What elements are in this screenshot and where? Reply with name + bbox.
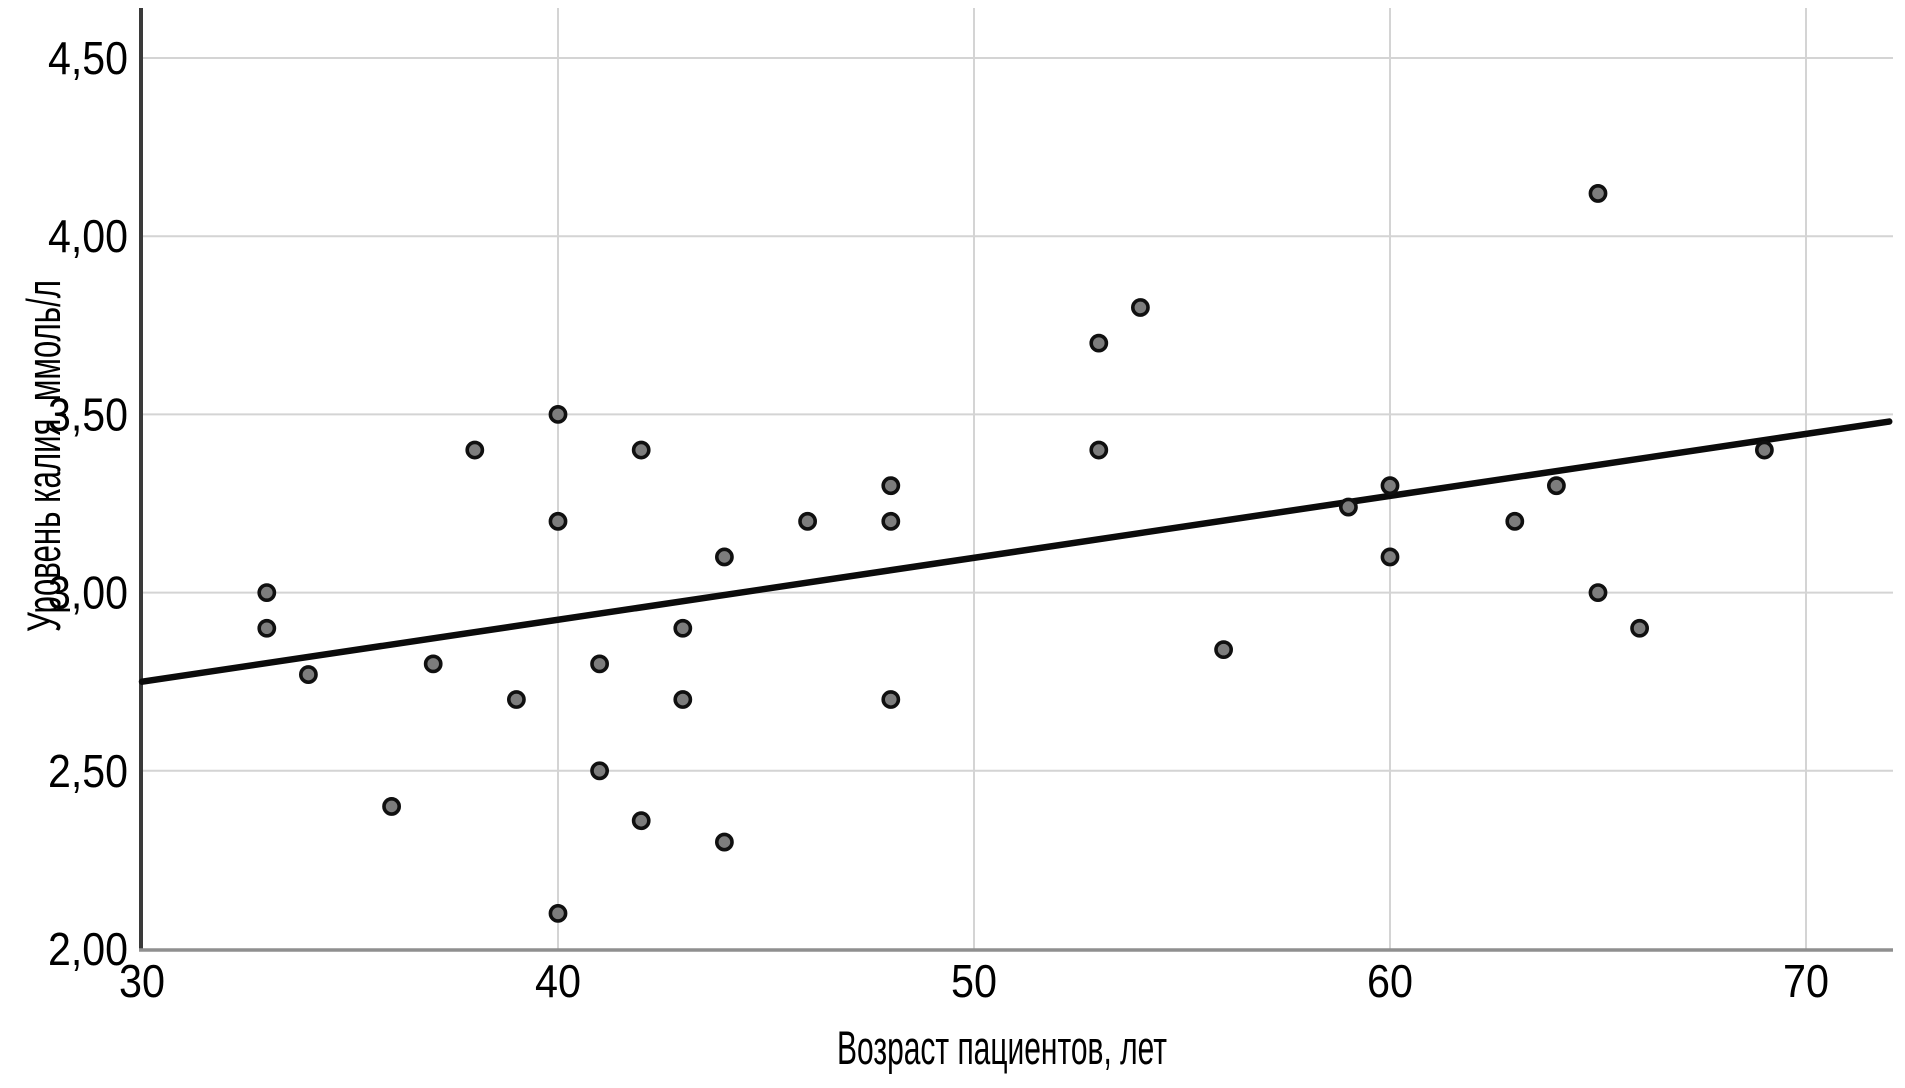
data-point xyxy=(465,440,485,460)
data-point xyxy=(298,665,318,684)
data-point xyxy=(507,690,526,709)
data-point xyxy=(548,903,568,923)
data-point xyxy=(798,511,817,531)
data-point xyxy=(382,797,401,816)
data-point xyxy=(631,811,651,831)
x-tick-label: 30 xyxy=(119,955,165,1007)
y-tick-label: 3,00 xyxy=(48,567,128,619)
y-tick-label: 4,00 xyxy=(48,210,128,262)
y-tick-labels: 2,00 2,50 3,00 3,50 4,00 4,50 xyxy=(48,32,128,975)
data-points xyxy=(257,184,1774,923)
x-axis-title: Возраст пациентов, лет xyxy=(837,1021,1167,1074)
data-point xyxy=(1339,497,1358,517)
x-tick-label: 40 xyxy=(535,955,581,1007)
data-point xyxy=(673,690,693,709)
data-point xyxy=(548,404,568,424)
data-point xyxy=(881,690,901,709)
y-tick-label: 2,50 xyxy=(48,745,128,797)
data-point xyxy=(1380,547,1400,567)
x-tick-label: 60 xyxy=(1367,955,1413,1007)
data-point xyxy=(1505,511,1525,531)
data-point xyxy=(1588,184,1608,203)
data-point xyxy=(1089,333,1109,353)
data-point xyxy=(548,511,568,531)
data-point xyxy=(590,654,609,674)
data-point xyxy=(1380,476,1400,496)
y-tick-label: 2,00 xyxy=(48,923,128,975)
y-tick-label: 3,50 xyxy=(48,388,128,440)
data-point xyxy=(423,654,443,674)
y-axis-title: Уровень калия, ммоль/л xyxy=(17,280,70,632)
data-point xyxy=(257,583,277,602)
data-point xyxy=(715,547,734,567)
x-tick-label: 70 xyxy=(1783,955,1829,1007)
data-point xyxy=(1131,298,1150,317)
data-point xyxy=(1214,640,1233,660)
x-tick-labels: 30 40 50 60 70 xyxy=(119,955,1829,1007)
data-point xyxy=(881,511,901,531)
data-point xyxy=(631,440,651,460)
data-point xyxy=(257,618,277,638)
data-point xyxy=(1630,618,1649,638)
x-tick-label: 50 xyxy=(951,955,997,1007)
trend-line xyxy=(138,418,1893,685)
gridlines xyxy=(141,8,1893,950)
y-tick-label: 4,50 xyxy=(48,32,128,84)
data-point xyxy=(715,832,734,852)
data-point xyxy=(1547,476,1566,496)
data-point xyxy=(1755,440,1774,460)
data-point xyxy=(673,618,693,638)
data-point xyxy=(1588,583,1608,602)
data-point xyxy=(590,761,609,781)
trend-line-group xyxy=(138,418,1893,685)
data-point xyxy=(881,476,901,496)
data-point xyxy=(1089,440,1109,460)
